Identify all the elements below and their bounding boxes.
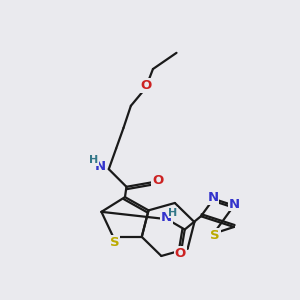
Text: O: O — [141, 79, 152, 92]
Text: N: N — [161, 211, 172, 224]
Text: N: N — [95, 160, 106, 173]
Text: O: O — [152, 174, 164, 188]
Text: S: S — [210, 229, 220, 242]
Text: S: S — [110, 236, 119, 249]
Text: N: N — [207, 191, 218, 204]
Text: H: H — [168, 208, 178, 218]
Text: H: H — [89, 155, 99, 165]
Text: N: N — [229, 197, 240, 211]
Text: O: O — [175, 247, 186, 260]
